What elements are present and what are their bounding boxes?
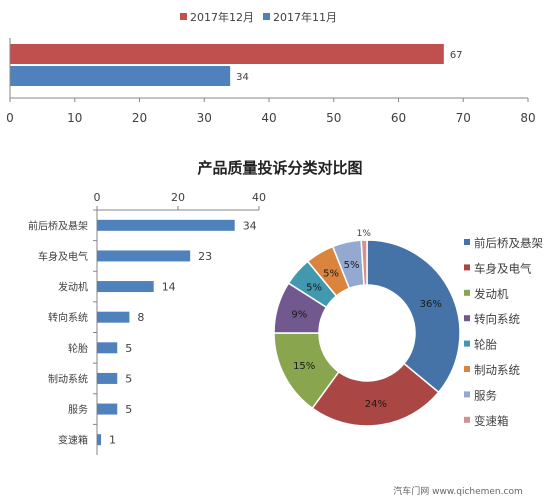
- bar: [97, 250, 191, 262]
- x-tick-label: 0: [6, 111, 14, 125]
- bar: [97, 434, 102, 446]
- slice-label: 24%: [365, 399, 387, 410]
- legend-swatch: [464, 239, 470, 245]
- x-tick-label: 60: [391, 111, 406, 125]
- x-tick-label: 80: [520, 111, 535, 125]
- bar: [97, 311, 130, 323]
- data-label: 1: [109, 434, 116, 447]
- legend-swatch-1: [180, 13, 187, 20]
- data-label-2: 34: [236, 72, 249, 83]
- category-label: 前后桥及悬架: [28, 219, 88, 232]
- x-tick-label: 20: [132, 111, 147, 125]
- data-label: 34: [243, 219, 257, 232]
- bar-2: [10, 66, 231, 86]
- legend-label: 车身及电气: [474, 261, 532, 275]
- category-label: 发动机: [58, 281, 88, 294]
- category-label: 轮胎: [68, 342, 88, 355]
- data-label: 5: [125, 403, 132, 416]
- legend-swatch-2: [263, 13, 270, 20]
- slice-label: 5%: [344, 260, 360, 271]
- slice-label: 5%: [323, 268, 339, 279]
- category-label: 转向系统: [48, 311, 88, 324]
- legend-label: 转向系统: [474, 312, 520, 326]
- bar: [97, 403, 118, 415]
- bar: [97, 219, 235, 231]
- data-label: 8: [137, 311, 144, 324]
- x-tick-label: 50: [326, 111, 341, 125]
- legend-label: 轮胎: [474, 338, 497, 352]
- legend-label-1: 2017年12月: [190, 10, 254, 24]
- x-tick-label: 20: [171, 191, 185, 204]
- legend-swatch: [464, 315, 470, 322]
- category-share-donut: 36%24%15%9%5%5%5%1%: [273, 229, 461, 427]
- chart-title: 产品质量投诉分类对比图: [197, 159, 362, 177]
- legend-label: 制动系统: [474, 363, 520, 377]
- legend-label: 前后桥及悬架: [474, 236, 543, 250]
- data-label: 5: [125, 372, 132, 385]
- watermark: 汽车门网 www.qichemen.com: [393, 485, 522, 497]
- bar: [97, 281, 154, 293]
- data-label-1: 67: [450, 50, 463, 61]
- donut-slice: [311, 362, 440, 427]
- x-tick-label: 70: [456, 111, 471, 125]
- slice-label: 5%: [306, 282, 322, 293]
- legend-label: 变速箱: [474, 414, 509, 428]
- bar: [97, 372, 118, 384]
- x-tick-label: 40: [252, 191, 266, 204]
- data-label: 5: [125, 342, 132, 355]
- donut-slice: [366, 239, 461, 394]
- bar-1: [10, 44, 444, 64]
- category-label: 变速箱: [58, 434, 88, 447]
- x-tick-label: 40: [261, 111, 276, 125]
- category-complaints-chart: 0 20 40 前后桥及悬架 34 车身及电气 23 发动机 14 转向系统 8 轮胎 5 制动系统 5 服务…: [28, 191, 266, 455]
- legend-label-2: 2017年11月: [273, 10, 337, 24]
- slice-label: 36%: [420, 299, 442, 310]
- x-tick-label: 0: [94, 191, 101, 204]
- x-tick-label: 10: [67, 111, 82, 125]
- legend-swatch: [464, 264, 470, 271]
- slice-label: 9%: [291, 309, 307, 320]
- data-label: 23: [198, 250, 212, 263]
- data-label: 14: [162, 281, 176, 294]
- legend-label: 发动机: [474, 287, 509, 301]
- donut-slice: [360, 239, 368, 286]
- legend-swatch: [464, 340, 470, 347]
- legend-swatch: [464, 366, 470, 372]
- x-tick-label: 30: [197, 111, 212, 125]
- category-label: 制动系统: [48, 372, 88, 385]
- slice-label: 15%: [293, 361, 315, 372]
- monthly-complaints-chart: 67 34 0 10 20 30 40 50 60 70 80: [6, 38, 536, 125]
- legend-swatch: [464, 289, 470, 296]
- legend-swatch: [464, 416, 470, 423]
- legend-label: 服务: [474, 388, 497, 402]
- bar: [97, 342, 118, 354]
- slice-label: 1%: [357, 229, 372, 239]
- category-label: 服务: [68, 403, 88, 416]
- top-chart-legend: 2017年12月 2017年11月: [180, 10, 337, 24]
- category-label: 车身及电气: [38, 250, 88, 263]
- legend-swatch: [464, 391, 470, 398]
